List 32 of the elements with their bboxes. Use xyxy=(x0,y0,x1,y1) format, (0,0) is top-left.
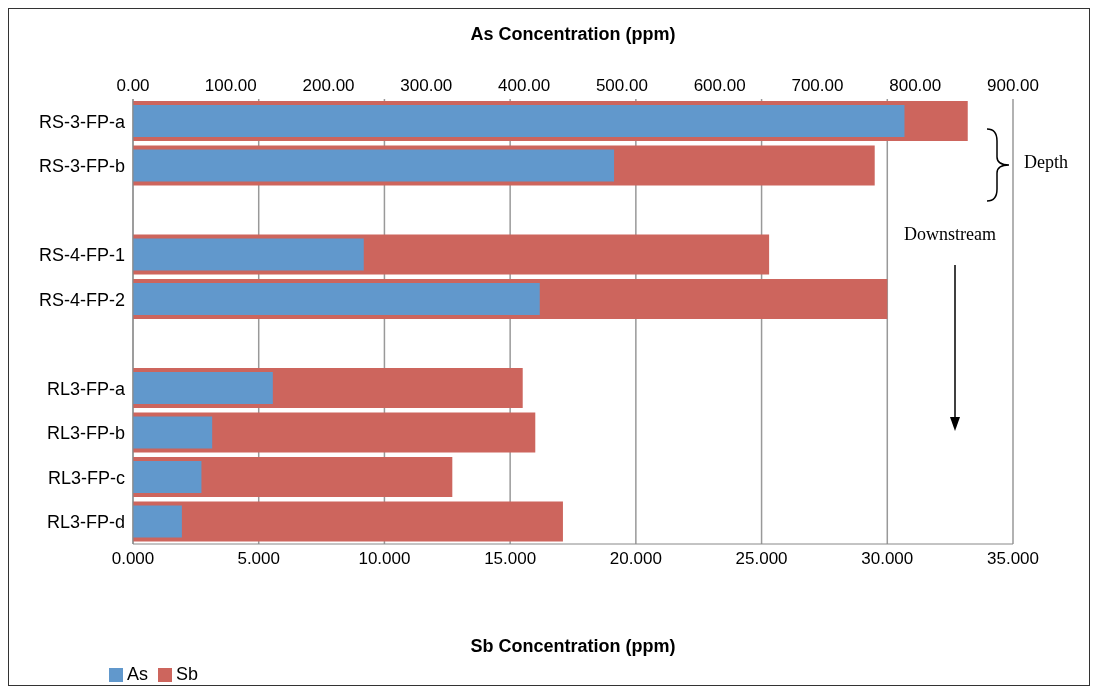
x-tick-label: 10.000 xyxy=(358,549,411,569)
y-tick-label: RL3-FP-b xyxy=(46,423,125,444)
annotation: Downstream xyxy=(904,224,996,245)
x2-tick-label: 0.00 xyxy=(116,76,150,95)
x-tick-label: 20.000 xyxy=(609,549,662,569)
x2-tick-label: 400.00 xyxy=(498,76,551,95)
x2-axis-title: As Concentration (ppm) xyxy=(470,23,676,44)
y-tick-label: RS-3-FP-a xyxy=(38,111,126,132)
x2-tick-label: 900.00 xyxy=(987,76,1039,95)
x-tick-label: 30.000 xyxy=(861,549,914,569)
x-tick-label: 25.000 xyxy=(735,549,788,569)
legend-label: Sb xyxy=(176,664,199,684)
x2-tick-label: 100.00 xyxy=(204,76,257,95)
y-tick-label: RS-3-FP-b xyxy=(38,156,125,177)
y-tick-label: RL3-FP-c xyxy=(47,467,125,488)
x2-tick-label: 700.00 xyxy=(791,76,844,95)
y-tick-label: RL3-FP-a xyxy=(46,378,126,399)
x-tick-label: 0.000 xyxy=(111,549,155,569)
text: Depth xyxy=(1024,152,1068,173)
x-tick-label: 15.000 xyxy=(484,549,537,569)
x2-tick-label: 500.00 xyxy=(595,76,648,95)
x2-tick-label: 200.00 xyxy=(302,76,355,95)
x2-tick-label: 600.00 xyxy=(693,76,746,95)
y-tick-label: RL3-FP-d xyxy=(46,512,125,533)
x2-tick-label: 300.00 xyxy=(400,76,453,95)
x-tick-label: 5.000 xyxy=(237,549,280,569)
legend-label: As xyxy=(127,664,149,684)
x2-tick-label: 800.00 xyxy=(889,76,942,95)
x-axis-title: Sb Concentration (ppm) xyxy=(470,636,676,656)
y-tick-label: RS-4-FP-1 xyxy=(38,245,125,266)
x-tick-label: 35.000 xyxy=(987,549,1039,569)
y-tick-label: RS-4-FP-2 xyxy=(38,289,125,310)
